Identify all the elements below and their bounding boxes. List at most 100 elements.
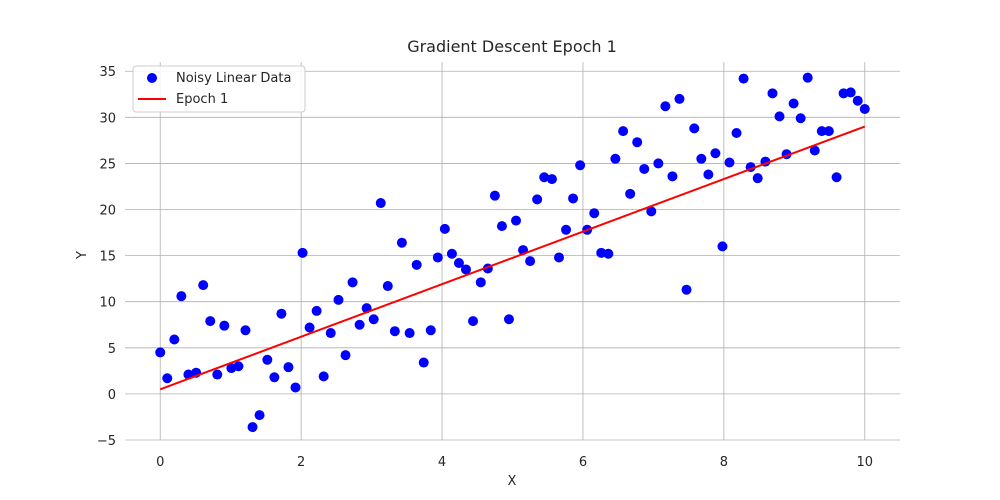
- legend-marker-scatter: [147, 73, 157, 83]
- data-point: [717, 241, 728, 252]
- data-point: [752, 173, 763, 184]
- data-point: [525, 256, 536, 267]
- y-tick-labels: −5 0 5 10 15 20 25 30 35: [97, 65, 116, 449]
- data-point: [347, 277, 358, 288]
- data-point: [411, 259, 422, 270]
- y-axis-label: Y: [75, 251, 90, 260]
- data-point: [290, 382, 301, 393]
- x-tick-label: 10: [856, 455, 873, 470]
- data-point: [254, 410, 265, 421]
- data-point: [283, 362, 294, 373]
- data-point: [554, 252, 564, 263]
- data-point: [354, 319, 365, 330]
- data-point: [639, 163, 650, 174]
- data-point: [304, 322, 315, 333]
- x-tick-label: 8: [720, 455, 728, 470]
- legend: Noisy Linear Data Epoch 1: [132, 65, 306, 113]
- data-point: [788, 98, 799, 109]
- data-point: [632, 137, 643, 148]
- y-tick-label: 30: [99, 111, 116, 126]
- y-tick-label: 15: [99, 250, 116, 265]
- data-point: [568, 193, 579, 204]
- y-tick-label: 5: [108, 342, 116, 357]
- data-point: [425, 325, 436, 336]
- data-point: [418, 357, 429, 368]
- legend-box: [132, 65, 306, 113]
- data-point: [681, 284, 692, 295]
- data-point: [162, 373, 173, 384]
- data-point: [774, 111, 785, 122]
- data-point: [503, 314, 514, 325]
- data-point: [845, 87, 856, 98]
- x-tick-label: 4: [438, 455, 446, 470]
- data-point: [489, 190, 500, 201]
- data-point: [205, 316, 216, 327]
- data-point: [731, 127, 742, 138]
- data-point: [340, 350, 351, 361]
- data-point: [382, 281, 393, 292]
- data-point: [375, 198, 386, 209]
- y-tick-label: 0: [108, 388, 116, 403]
- data-point: [432, 252, 443, 263]
- data-point: [311, 305, 322, 316]
- data-point: [674, 93, 685, 104]
- x-tick-labels: 0 2 4 6 8 10: [156, 455, 873, 470]
- data-point: [767, 88, 778, 99]
- data-point: [269, 372, 280, 383]
- data-point: [816, 126, 827, 137]
- data-point: [802, 72, 813, 83]
- data-point: [603, 248, 614, 259]
- data-point: [404, 328, 415, 339]
- data-point: [618, 126, 629, 137]
- x-tick-label: 6: [579, 455, 587, 470]
- y-tick-label: 20: [99, 204, 116, 219]
- legend-label-line: Epoch 1: [176, 92, 228, 107]
- data-point: [169, 334, 180, 345]
- data-point: [696, 153, 707, 164]
- data-point: [297, 247, 308, 258]
- data-point: [155, 347, 166, 358]
- chart-title: Gradient Descent Epoch 1: [407, 37, 617, 56]
- data-point: [439, 223, 450, 234]
- data-point: [453, 257, 464, 268]
- data-point: [561, 224, 572, 235]
- data-point: [333, 294, 344, 305]
- y-tick-label: 25: [99, 157, 116, 172]
- data-point: [660, 101, 671, 112]
- data-point: [703, 169, 714, 180]
- y-tick-label: −5: [97, 434, 116, 449]
- grid: [125, 62, 900, 441]
- x-axis-label: X: [508, 474, 517, 489]
- x-tick-label: 2: [297, 455, 305, 470]
- data-point: [219, 320, 230, 331]
- data-point: [831, 172, 842, 183]
- data-point: [240, 325, 251, 336]
- series-layer: [155, 72, 870, 433]
- data-point: [667, 171, 678, 182]
- data-point: [318, 371, 329, 382]
- data-point: [247, 422, 258, 433]
- data-point: [738, 73, 749, 84]
- data-point: [212, 369, 223, 380]
- legend-label-scatter: Noisy Linear Data: [176, 71, 291, 86]
- data-point: [496, 221, 507, 232]
- data-point: [262, 354, 273, 365]
- data-point: [176, 291, 187, 302]
- data-point: [653, 158, 664, 169]
- data-point: [511, 215, 522, 226]
- series-line: [159, 125, 866, 391]
- data-point: [823, 126, 834, 137]
- data-point: [468, 316, 479, 327]
- data-point: [233, 361, 244, 372]
- data-point: [368, 314, 379, 325]
- data-point: [475, 277, 486, 288]
- data-point: [710, 148, 721, 159]
- y-tick-label: 35: [99, 65, 116, 80]
- data-point: [389, 326, 400, 337]
- data-point: [689, 123, 700, 134]
- data-point: [325, 328, 336, 339]
- data-point: [724, 157, 735, 168]
- data-point: [198, 280, 209, 291]
- data-point: [575, 160, 586, 171]
